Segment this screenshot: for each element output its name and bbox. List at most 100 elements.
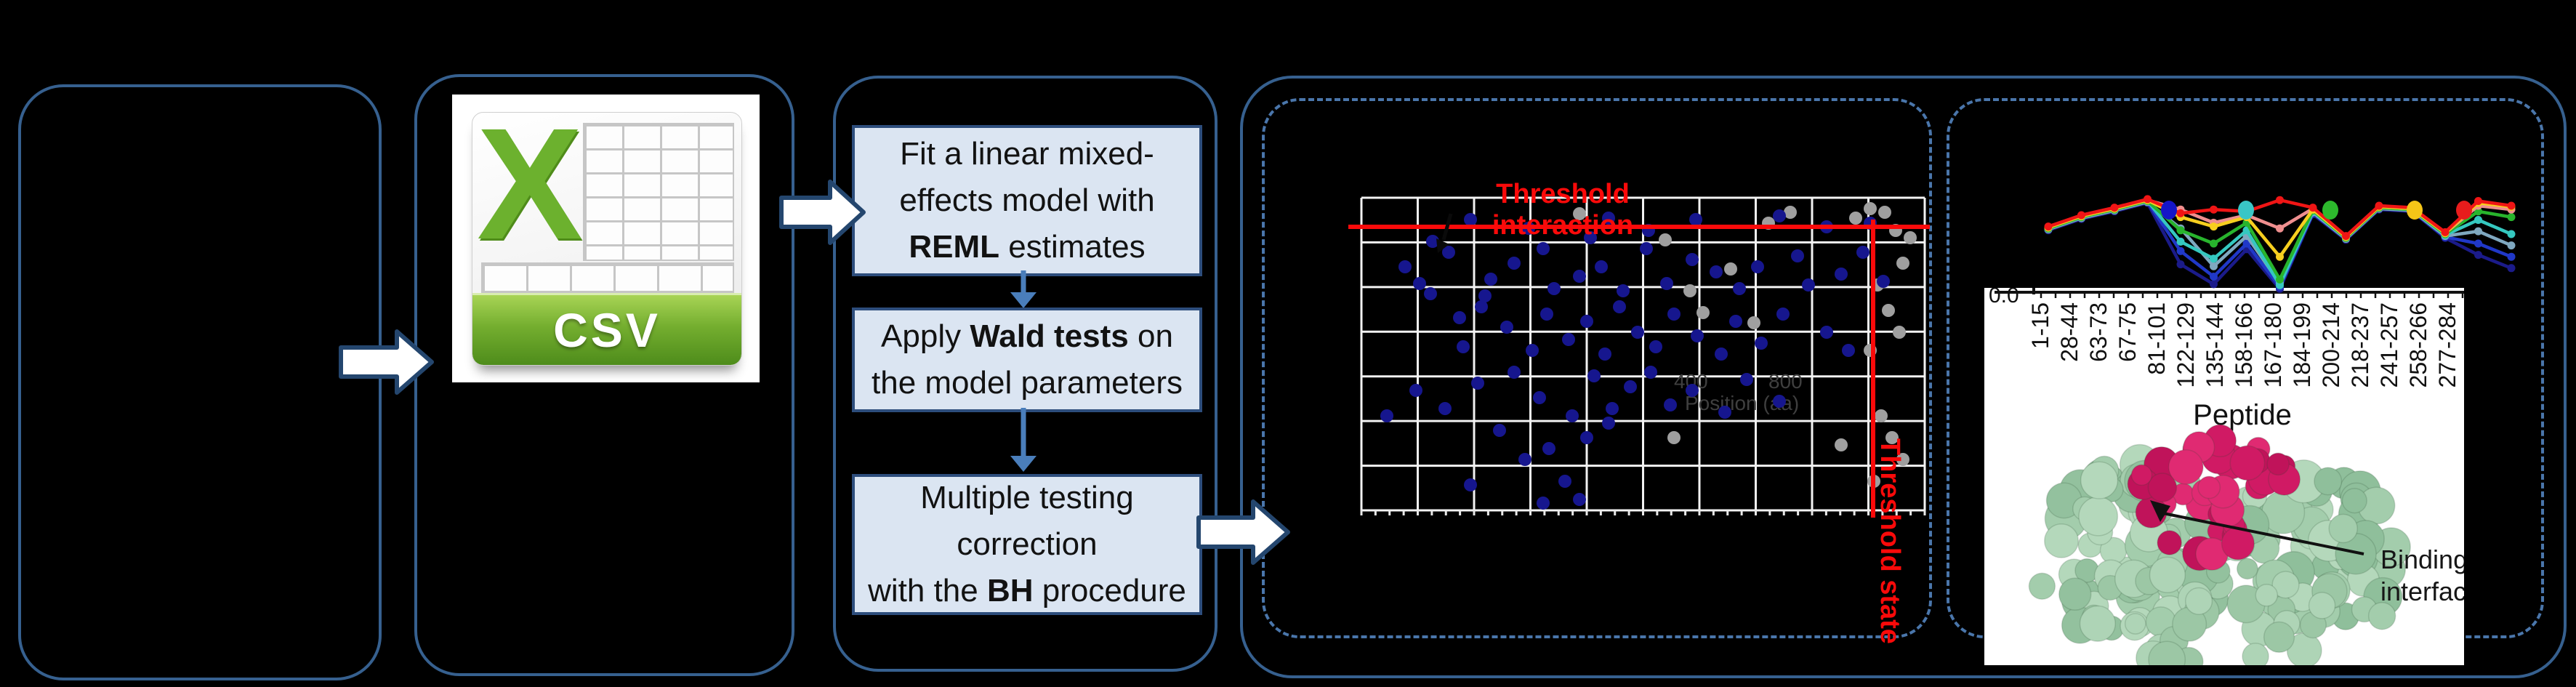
scatter-point [1533,391,1546,404]
uptake-series-point [2176,237,2185,246]
scatter-point [1683,284,1696,297]
scatter-point [1413,277,1426,290]
step-box-multiple-testing: Multiple testing correction with the BH … [852,474,1202,615]
scatter-point [1606,402,1619,415]
annotation-arrow-icon [1436,213,1453,253]
uptake-series-point [2474,197,2482,205]
peptide-axis: 0.0 1-15 28-44 63-73 67-75 81-101 122-129 135-… [1989,288,2464,431]
uptake-series-point [2276,281,2284,289]
protein-surface-blob [2130,464,2153,486]
protein-surface-blob [2148,640,2186,665]
step-text-line: effects model with [899,182,1155,218]
uptake-series-line [2048,200,2512,285]
peptide-tick-label: 122-129 [2173,302,2199,387]
protein-surface-blob [2328,513,2358,544]
legend-dot-icon [2161,201,2177,220]
scatter-point [1842,344,1855,357]
uptake-series-point [2176,246,2185,255]
scatter-point [1885,431,1899,444]
scatter-point [1747,316,1760,329]
scatter-point [1904,231,1917,244]
protein-surface-blob [2149,556,2186,593]
scatter-point [1849,212,1862,225]
step-box-fit-model: Fit a linear mixed- effects model with R… [852,125,1202,276]
scatter-point [1773,395,1786,408]
scatter-point [1453,311,1466,324]
step-text-line: REML estimates [909,229,1146,265]
peptide-uptake-line-chart [2044,195,2516,293]
scatter-point [1617,284,1630,297]
scatter-point [1562,333,1575,346]
uptake-series-point [2110,204,2119,212]
protein-surface-blob [2080,461,2119,499]
step-text-line: with the BH procedure [868,573,1186,608]
protein-surface-blob [2044,523,2079,558]
scatter-point [1540,308,1553,321]
scatter-point [1686,253,1699,266]
scatter-point [1835,268,1848,281]
scatter-point [1518,453,1531,466]
protein-surface-blob [2263,621,2295,654]
scatter-point [1660,277,1673,290]
scatter-point [1471,377,1484,390]
y-tick-label: 0.0 [1989,288,2019,308]
protein-surface-blob [2242,643,2269,665]
uptake-series-point [2507,201,2516,210]
protein-structure-image [2028,424,2411,665]
scatter-point [1580,315,1593,328]
scatter-point [1856,246,1869,259]
threshold-interaction-label: Threshold interaction [1492,179,1634,241]
scatter-point [1649,340,1662,353]
protein-surface-blob [2124,613,2146,635]
scatter-point [1740,373,1753,386]
scatter-point [1718,406,1731,419]
uptake-series-point [2507,230,2516,238]
scatter-point [1835,438,1848,451]
scatter-point [1696,306,1710,319]
scatter-point [1558,475,1571,488]
scatter-point [1566,409,1579,422]
scatter-point [1613,300,1626,313]
protein-surface-blob [2078,496,2119,537]
scatter-point [1438,402,1452,415]
scatter-point [1457,340,1470,353]
scatter-point [1464,213,1477,226]
scatter-point [1587,369,1601,382]
uptake-series-point [2210,222,2218,231]
uptake-series-point [2210,205,2218,214]
scatter-point [1882,304,1895,317]
flow-arrow-down-icon [1010,408,1037,472]
scatter-point [1426,235,1439,248]
protein-surface-blob [2184,587,2213,615]
scatter-point [1710,265,1723,278]
uptake-series-point [2474,227,2482,236]
panel-input [18,84,382,680]
uptake-series-point [2276,252,2284,261]
csv-banner-label: CSV [553,303,661,357]
scatter-point [1893,326,1906,339]
scatter-point [1500,321,1513,334]
scatter-point [1380,409,1393,422]
uptake-series-point [2309,204,2317,212]
scatter-point [1595,260,1608,273]
uptake-series-point [2276,275,2284,284]
protein-surface-blob [2229,445,2266,481]
protein-surface-blob [2147,473,2178,502]
uptake-series-point [2441,228,2450,236]
step-text-line: Fit a linear mixed- [900,136,1154,172]
scatter-point [1464,478,1477,491]
peptide-tick-label: 258-266 [2405,302,2431,387]
scatter-point [1733,282,1746,295]
csv-icon-tile: X CSV [472,112,742,366]
protein-surface-blob [2058,577,2092,611]
scatter-point [1715,347,1728,361]
uptake-series-point [2176,226,2185,235]
protein-surface-blob [2271,571,2300,599]
csv-file-icon: X CSV [452,95,760,382]
threshold-state-label: Threshold state [1875,438,1905,644]
scatter-point [1875,409,1888,422]
scatter-point [1664,398,1677,411]
scatter-point [1602,417,1615,430]
uptake-series-point [2507,241,2516,250]
scatter-point [1580,431,1593,444]
